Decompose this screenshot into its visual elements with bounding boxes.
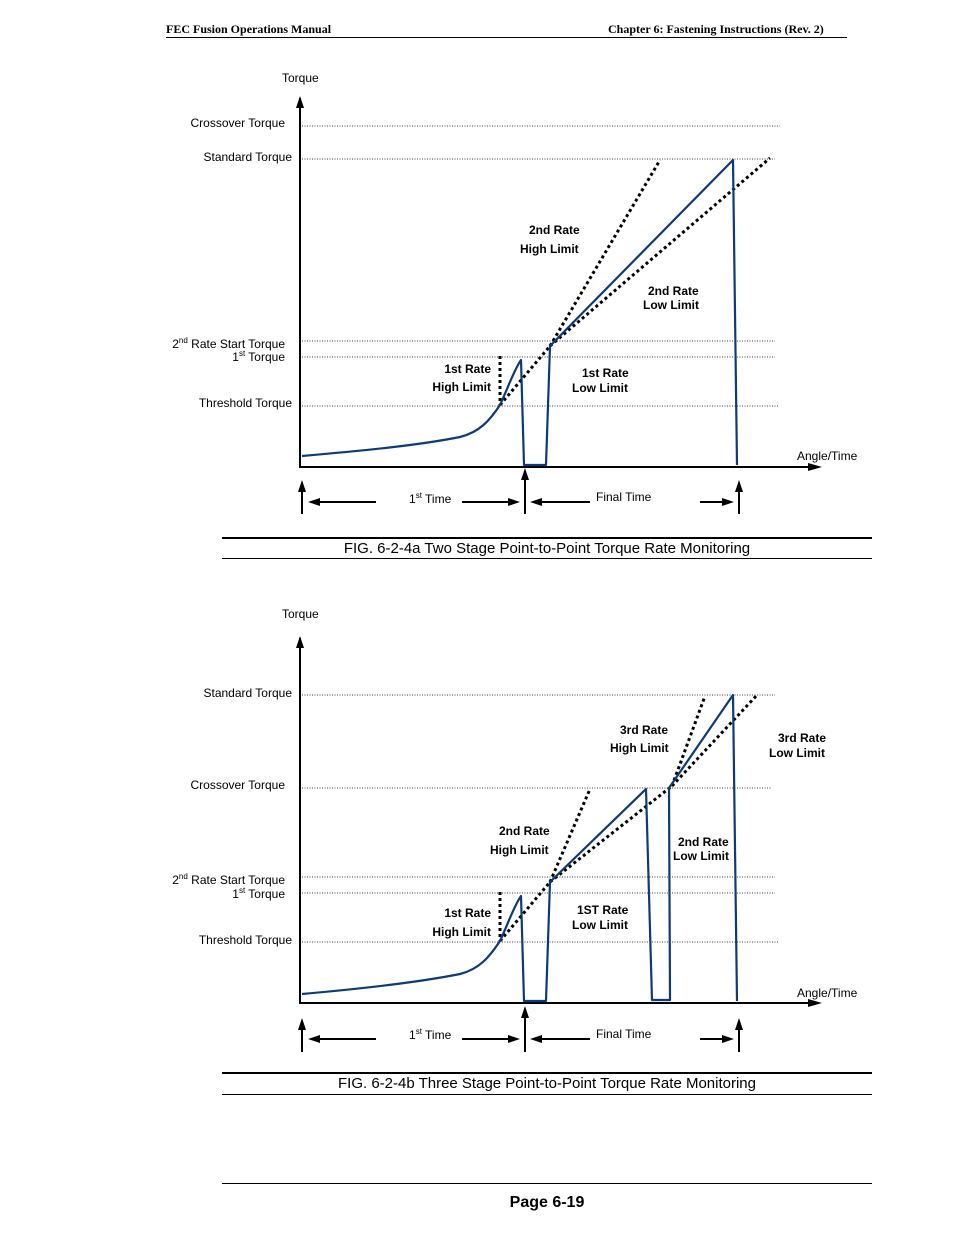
x-axis-title: Angle/Time xyxy=(797,986,858,1000)
y-axis-arrowhead xyxy=(296,636,304,648)
rate2-high-label-line2: High Limit xyxy=(490,843,549,857)
rate2-high-limit-line xyxy=(548,159,662,347)
x-axis-arrowhead xyxy=(808,463,822,471)
y-axis-title: Torque xyxy=(282,71,319,85)
rate2-low-limit-line xyxy=(549,156,771,348)
rate1-low-limit-line xyxy=(498,345,552,406)
first-time-label: 1st Time xyxy=(409,491,452,506)
first-time-right-arrowhead xyxy=(508,498,520,506)
final-time-right-arrowhead xyxy=(722,498,734,506)
figure-three-stage-diagram: Torque Standard Torque Crossover Torque … xyxy=(172,607,858,1052)
rate1-high-label: 1st Rate xyxy=(444,362,491,376)
first-time-marker-arrowhead xyxy=(521,1006,529,1018)
figure-a-caption: FIG. 6-2-4a Two Stage Point-to-Point Tor… xyxy=(343,540,751,557)
first-time-left-arrowhead xyxy=(308,498,320,506)
rate3-high-label-line2: High Limit xyxy=(610,741,669,755)
caption-a-top-rule xyxy=(222,537,872,539)
final-time-left-arrowhead xyxy=(530,498,542,506)
standard-torque-label: Standard Torque xyxy=(203,686,292,700)
rate1-high-label-line2: High Limit xyxy=(432,380,491,394)
rate2-high-label: 2nd Rate xyxy=(529,223,580,237)
first-torque-label: 1st Torque xyxy=(232,886,285,901)
rate1-low-limit-line xyxy=(498,881,552,942)
rate2-low-label-line2: Low Limit xyxy=(643,298,699,312)
rate3-high-limit-line xyxy=(670,695,707,787)
rate3-low-label: 3rd Rate xyxy=(778,731,826,745)
torque-curve xyxy=(301,693,739,1003)
final-time-right-arrowhead xyxy=(722,1035,734,1043)
rate1-low-label: 1ST Rate xyxy=(577,903,629,917)
rate2-low-limit-line xyxy=(549,784,673,884)
header-divider xyxy=(166,37,847,38)
final-time-marker-arrowhead xyxy=(735,480,743,492)
rate1-high-label-line2: High Limit xyxy=(432,925,491,939)
rate1-low-label-line2: Low Limit xyxy=(572,381,628,395)
figure-two-stage: Torque Crossover Torque Standard Torque … xyxy=(0,60,954,540)
rate3-high-label: 3rd Rate xyxy=(620,723,668,737)
final-time-left-arrowhead xyxy=(530,1035,542,1043)
crossover-torque-label: Crossover Torque xyxy=(191,116,286,130)
figure-two-stage-diagram: Torque Crossover Torque Standard Torque … xyxy=(172,71,858,514)
final-time-label: Final Time xyxy=(596,490,652,504)
y-axis-title: Torque xyxy=(282,607,319,621)
rate1-low-label-line2: Low Limit xyxy=(572,918,628,932)
rate2-low-label: 2nd Rate xyxy=(648,284,699,298)
figure-b-caption: FIG. 6-2-4b Three Stage Point-to-Point T… xyxy=(337,1075,756,1092)
final-time-label: Final Time xyxy=(596,1027,652,1041)
figure-three-stage: Torque Standard Torque Crossover Torque … xyxy=(0,596,954,1076)
y-axis-arrowhead xyxy=(296,96,304,108)
rate3-low-label-line2: Low Limit xyxy=(769,746,825,760)
first-time-marker-arrowhead xyxy=(521,468,529,480)
rate1-low-label: 1st Rate xyxy=(582,366,629,380)
caption-b-bottom-rule xyxy=(222,1094,872,1095)
start-time-arrowhead xyxy=(298,1018,306,1030)
final-time-marker-arrowhead xyxy=(735,1018,743,1030)
first-time-left-arrowhead xyxy=(308,1035,320,1043)
rate2-low-label-line2: Low Limit xyxy=(673,849,729,863)
x-axis-title: Angle/Time xyxy=(797,449,858,463)
crossover-torque-label: Crossover Torque xyxy=(191,778,286,792)
footer-divider xyxy=(222,1183,872,1184)
rate3-low-limit-line xyxy=(670,692,760,788)
start-time-arrowhead xyxy=(298,480,306,492)
caption-b-top-rule xyxy=(222,1072,872,1074)
first-torque-label: 1st Torque xyxy=(232,349,285,364)
header-chapter-title: Chapter 6: Fastening Instructions (Rev. … xyxy=(608,22,824,36)
threshold-torque-label: Threshold Torque xyxy=(199,933,292,947)
rate2-low-label: 2nd Rate xyxy=(678,835,729,849)
standard-torque-label: Standard Torque xyxy=(203,150,292,164)
rate2-high-label-line2: High Limit xyxy=(520,242,579,256)
first-time-right-arrowhead xyxy=(508,1035,520,1043)
second-rate-start-label: 2nd Rate Start Torque xyxy=(172,336,285,351)
caption-a-bottom-rule xyxy=(222,558,872,559)
threshold-torque-label: Threshold Torque xyxy=(199,396,292,410)
first-time-label: 1st Time xyxy=(409,1027,452,1042)
rate1-high-label: 1st Rate xyxy=(444,906,491,920)
rate2-high-limit-line xyxy=(548,788,592,883)
header-manual-title: FEC Fusion Operations Manual xyxy=(166,22,332,36)
rate2-high-label: 2nd Rate xyxy=(499,824,550,838)
page-number: Page 6-19 xyxy=(509,1194,585,1211)
second-rate-start-label: 2nd Rate Start Torque xyxy=(172,872,285,887)
x-axis-arrowhead xyxy=(808,999,822,1007)
torque-curve xyxy=(301,158,739,467)
